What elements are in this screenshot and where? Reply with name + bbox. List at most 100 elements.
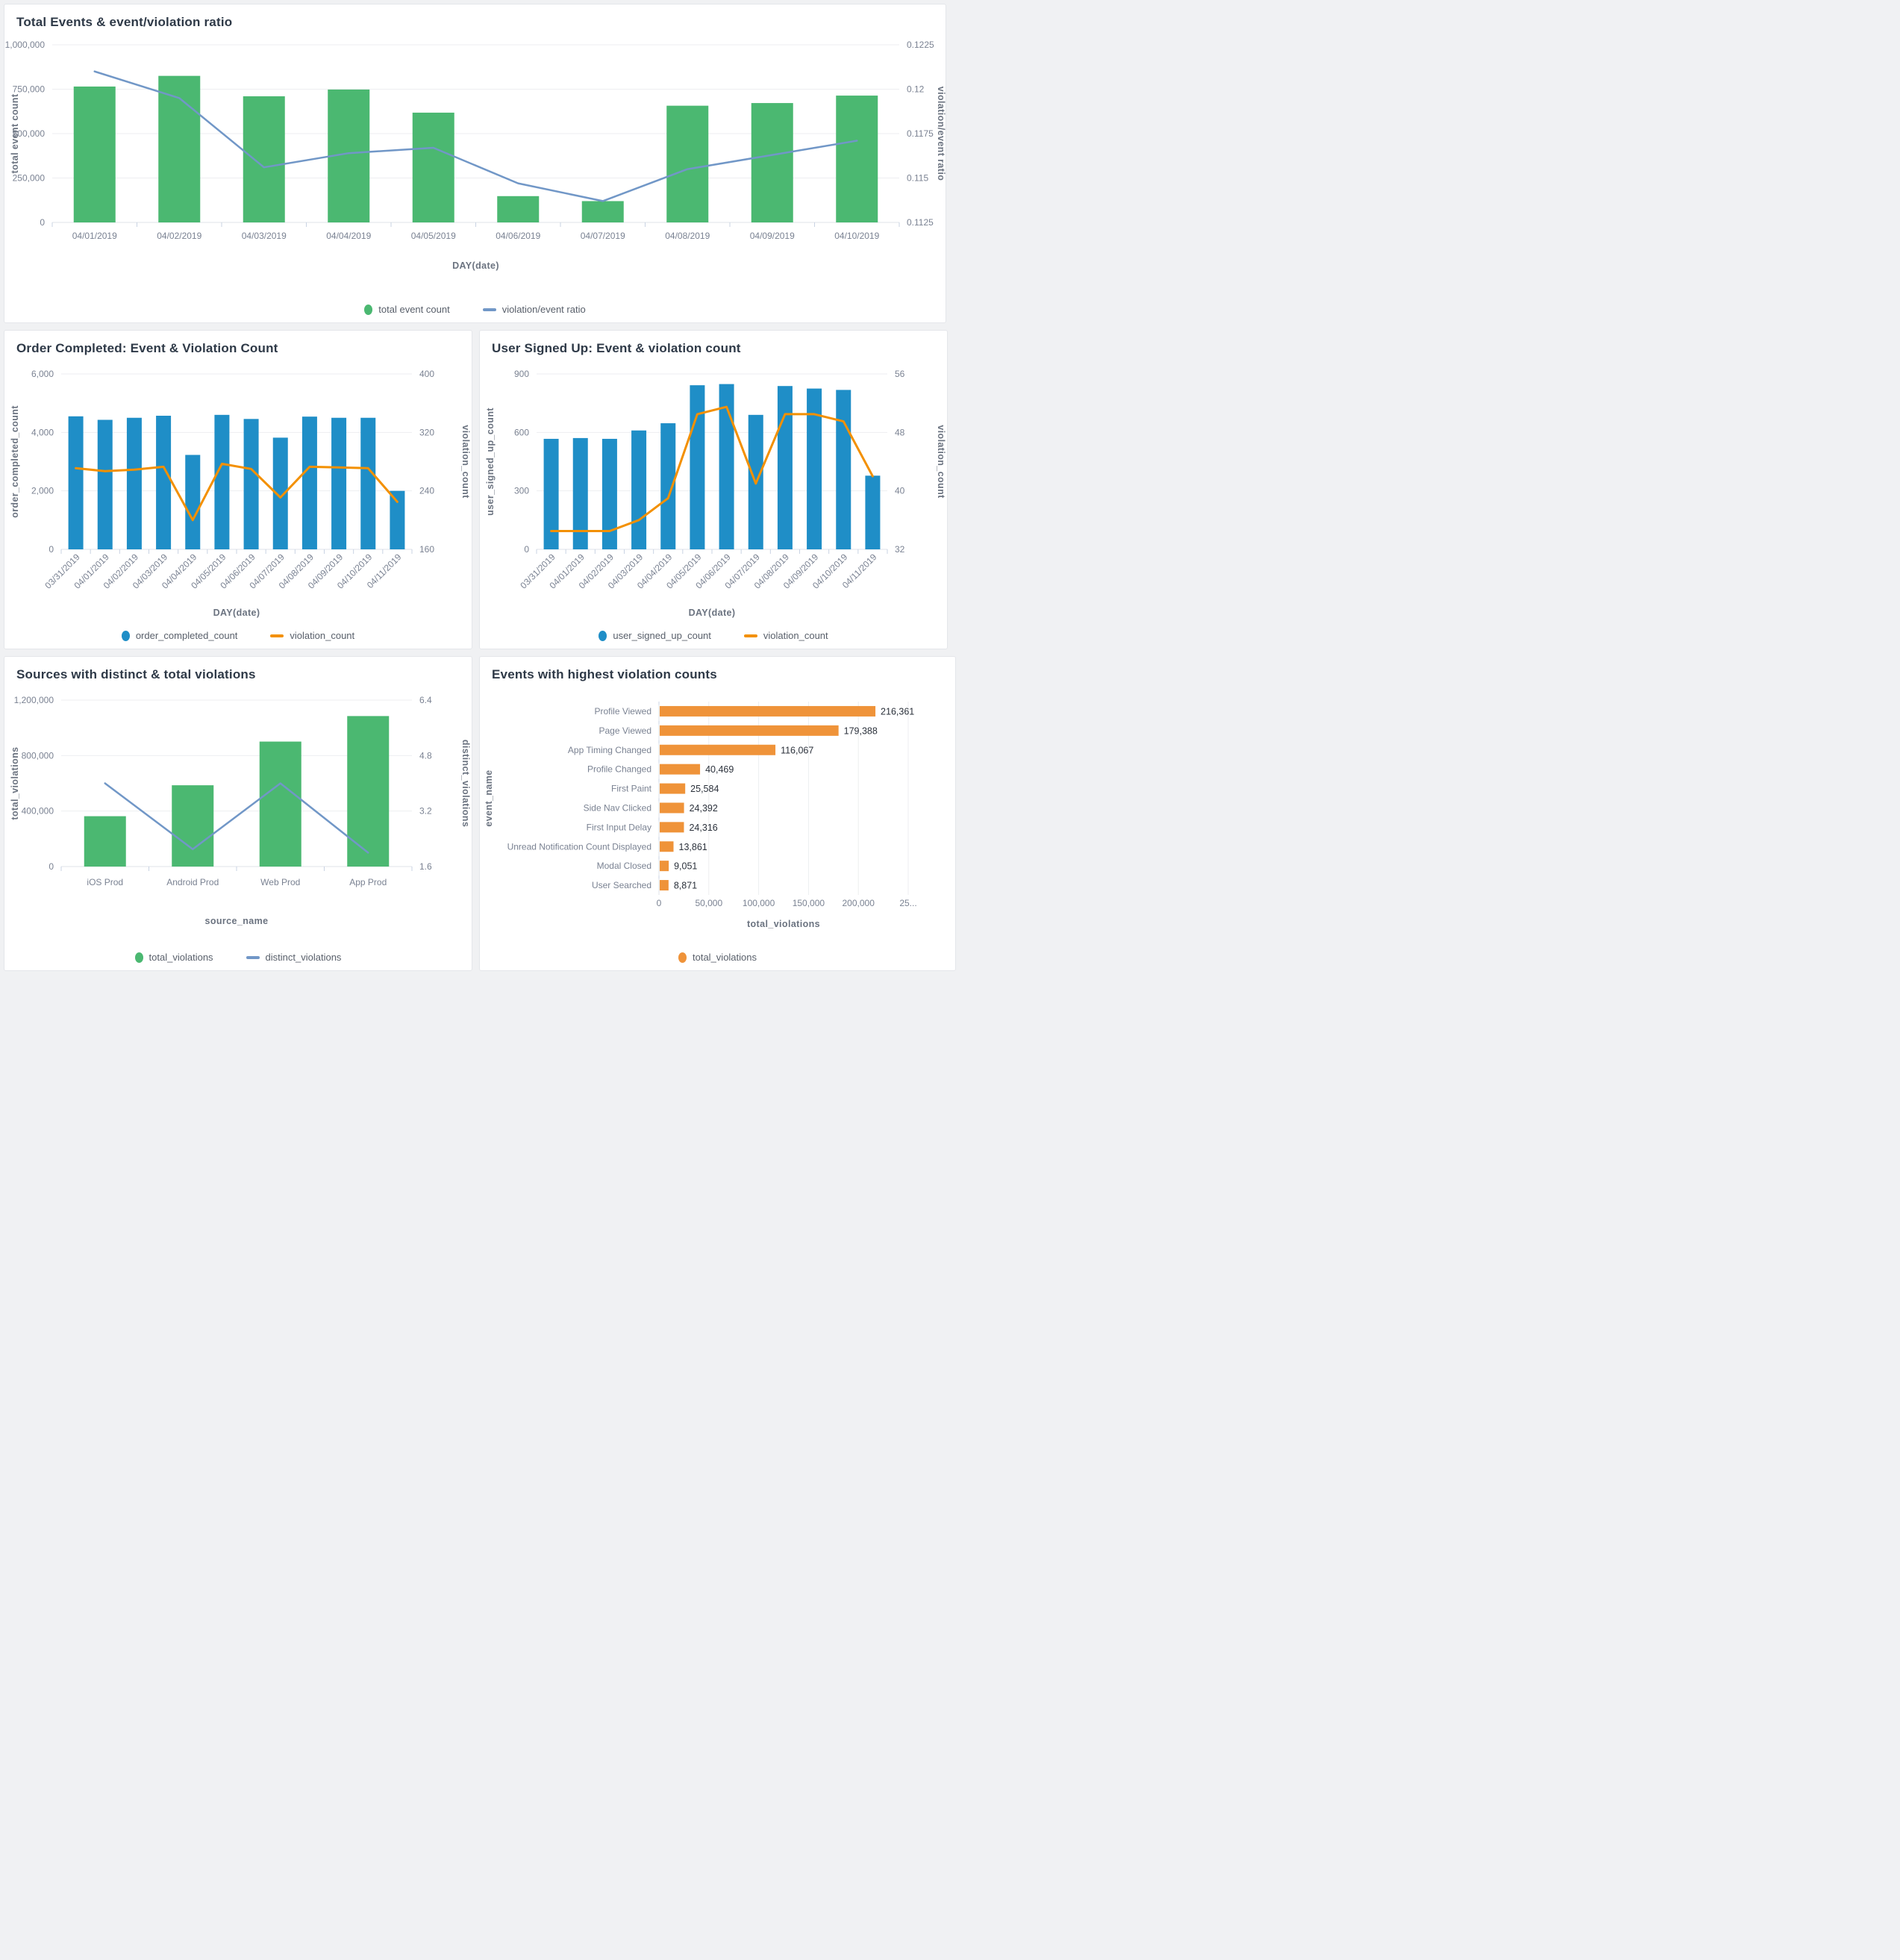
right-tick-label: 400 bbox=[419, 369, 434, 379]
bar[interactable] bbox=[272, 437, 288, 549]
bar-value-label: 24,392 bbox=[690, 803, 718, 814]
bar[interactable] bbox=[666, 105, 709, 222]
right-tick-label: 0.12 bbox=[907, 84, 925, 95]
legend-item-bar[interactable]: total event count bbox=[364, 304, 450, 315]
bar[interactable] bbox=[751, 103, 793, 222]
left-tick-label: 400,000 bbox=[22, 806, 54, 817]
bar[interactable] bbox=[581, 201, 624, 222]
bar[interactable] bbox=[347, 716, 390, 867]
bar[interactable] bbox=[412, 112, 454, 222]
chart-legend: total_violations bbox=[480, 952, 955, 963]
bar[interactable] bbox=[660, 861, 669, 872]
bar[interactable] bbox=[97, 419, 113, 549]
bar[interactable] bbox=[660, 764, 701, 775]
right-tick-label: 0.1225 bbox=[907, 40, 934, 50]
chart-legend: user_signed_up_count violation_count bbox=[480, 630, 947, 641]
bar[interactable] bbox=[301, 416, 317, 549]
y-axis-title: event_name bbox=[484, 770, 494, 826]
bar[interactable] bbox=[497, 196, 540, 222]
legend-item-line[interactable]: distinct_violations bbox=[246, 952, 341, 963]
x-category-label: 04/07/2019 bbox=[581, 231, 625, 241]
chart-canvas-order-completed: 0 160 2,000 240 4,000 320 6,000 400 03/31/2019 04… bbox=[4, 361, 472, 627]
right-tick-label: 3.2 bbox=[419, 806, 432, 817]
bar[interactable] bbox=[660, 822, 684, 833]
trend-line bbox=[550, 405, 874, 532]
x-category-label: 04/04/2019 bbox=[326, 231, 371, 241]
legend-item-bar[interactable]: total_violations bbox=[678, 952, 757, 963]
trend-line bbox=[104, 782, 369, 854]
bar-value-label: 216,361 bbox=[881, 706, 914, 717]
x-axis-title: source_name bbox=[205, 916, 269, 926]
left-tick-label: 300 bbox=[514, 486, 529, 496]
x-category-label: iOS Prod bbox=[87, 877, 123, 887]
bar[interactable] bbox=[259, 741, 301, 867]
bar[interactable] bbox=[660, 841, 674, 852]
y-category-label: Profile Viewed bbox=[595, 706, 652, 717]
bar[interactable] bbox=[360, 417, 376, 549]
bar-value-label: 40,469 bbox=[705, 764, 734, 775]
right-tick-label: 0.1125 bbox=[907, 217, 934, 228]
x-axis-title: total_violations bbox=[747, 919, 820, 929]
right-tick-label: 160 bbox=[419, 544, 434, 555]
bar[interactable] bbox=[807, 388, 822, 549]
bar[interactable] bbox=[68, 416, 84, 549]
x-category-label: Web Prod bbox=[260, 877, 300, 887]
legend-label: order_completed_count bbox=[135, 630, 238, 641]
legend-item-line[interactable]: violation_count bbox=[270, 630, 354, 641]
bar[interactable] bbox=[73, 86, 116, 223]
bar[interactable] bbox=[84, 816, 126, 867]
y-category-label: App Timing Changed bbox=[568, 745, 651, 755]
legend-label: violation/event ratio bbox=[501, 304, 586, 315]
bar[interactable] bbox=[631, 430, 647, 549]
bar[interactable] bbox=[690, 385, 705, 549]
bar[interactable] bbox=[172, 785, 214, 867]
bar[interactable] bbox=[156, 416, 172, 549]
bar[interactable] bbox=[185, 455, 201, 549]
x-category-label: 04/02/2019 bbox=[157, 231, 201, 241]
legend-item-bar[interactable]: user_signed_up_count bbox=[599, 630, 711, 641]
x-category-label: 04/05/2019 bbox=[411, 231, 456, 241]
panel-top-violation-events: Events with highest violation counts 0 50… bbox=[479, 656, 956, 971]
legend-dot-icon bbox=[678, 952, 687, 963]
dashboard: Total Events & event/violation ratio 0 0.… bbox=[0, 0, 956, 975]
bar[interactable] bbox=[543, 438, 559, 549]
bar[interactable] bbox=[660, 744, 776, 755]
legend-line-icon bbox=[482, 308, 496, 311]
bar[interactable] bbox=[243, 419, 259, 549]
legend-item-line[interactable]: violation_count bbox=[743, 630, 828, 641]
y-category-label: Modal Closed bbox=[597, 861, 651, 871]
bar[interactable] bbox=[601, 438, 617, 549]
bar[interactable] bbox=[865, 475, 881, 549]
x-category-label: 04/06/2019 bbox=[496, 231, 540, 241]
bar[interactable] bbox=[836, 96, 878, 222]
bar[interactable] bbox=[158, 75, 201, 223]
bar[interactable] bbox=[719, 384, 734, 549]
right-tick-label: 4.8 bbox=[419, 750, 432, 761]
bar[interactable] bbox=[660, 802, 684, 814]
bar[interactable] bbox=[660, 423, 676, 549]
bar[interactable] bbox=[572, 437, 588, 549]
bar[interactable] bbox=[331, 417, 347, 549]
legend-item-bar[interactable]: order_completed_count bbox=[121, 630, 238, 641]
bar[interactable] bbox=[660, 705, 876, 717]
legend-item-line[interactable]: violation/event ratio bbox=[482, 304, 586, 315]
bar[interactable] bbox=[243, 96, 285, 222]
chart-legend: total_violations distinct_violations bbox=[4, 952, 472, 963]
x-tick-label: 100,000 bbox=[743, 898, 775, 908]
bar[interactable] bbox=[660, 880, 669, 891]
bar[interactable] bbox=[126, 417, 142, 549]
bar[interactable] bbox=[214, 414, 230, 549]
legend-dot-icon bbox=[364, 304, 373, 315]
chart-svg: 0 50,000 100,000 150,000 200,000 25... Profile… bbox=[484, 702, 917, 929]
bar[interactable] bbox=[777, 386, 793, 549]
chart-canvas-user-signed-up: 0 32 300 40 600 48 900 56 03/31/2019 04/01/2019 04… bbox=[480, 361, 947, 627]
right-tick-label: 32 bbox=[895, 544, 905, 555]
legend-item-bar[interactable]: total_violations bbox=[134, 952, 213, 963]
bar[interactable] bbox=[660, 725, 839, 736]
left-tick-label: 1,200,000 bbox=[14, 695, 54, 705]
chart-canvas-sources: 0 1.6 400,000 3.2 800,000 4.8 1,200,000 6.4 iOS … bbox=[4, 687, 472, 937]
bar[interactable] bbox=[390, 490, 405, 549]
bar[interactable] bbox=[836, 390, 851, 549]
bar[interactable] bbox=[660, 783, 686, 794]
y-category-label: User Searched bbox=[592, 880, 651, 890]
